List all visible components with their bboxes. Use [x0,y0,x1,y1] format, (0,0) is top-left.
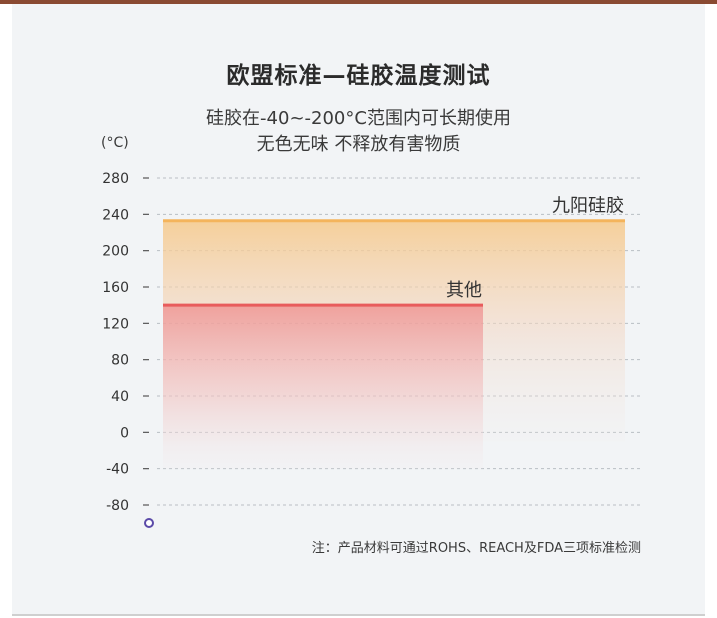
y-tick-label: 0 [120,425,129,441]
y-tick-label: 120 [102,316,129,332]
y-tick-label: 280 [102,171,129,187]
y-tick-label: 240 [102,207,129,223]
subtitle-line-2: 无色无味 不释放有害物质 [256,134,461,155]
thermometer-bulb [144,518,154,528]
y-axis-unit: (°C) [101,135,129,151]
y-tick-label: -40 [106,462,129,478]
footnote: 注：产品材料可通过ROHS、REACH及FDA三项标准检测 [311,541,641,556]
y-tick-label: -80 [106,498,129,514]
bar-other [163,305,483,469]
series-label: 其他 [446,280,482,301]
page-title: 欧盟标准—硅胶温度测试 [226,63,491,89]
y-tick-label: 80 [111,353,129,369]
bottom-divider [12,614,705,616]
series-label: 九阳硅胶 [552,196,624,217]
y-tick-label: 160 [102,280,129,296]
subtitle-line-1: 硅胶在-40~-200°C范围内可长期使用 [206,108,511,129]
y-tick-label: 200 [102,244,129,260]
y-tick-label: 40 [111,389,129,405]
top-accent-bar [0,0,717,4]
